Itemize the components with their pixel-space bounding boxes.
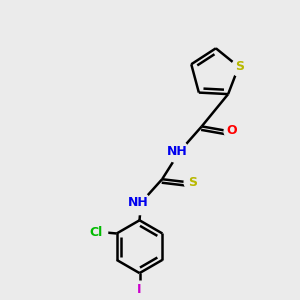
Text: NH: NH <box>128 196 149 209</box>
Text: S: S <box>236 60 244 73</box>
Text: I: I <box>137 283 142 296</box>
Text: O: O <box>226 124 237 137</box>
Text: S: S <box>188 176 197 189</box>
Text: NH: NH <box>167 145 188 158</box>
Text: Cl: Cl <box>89 226 103 238</box>
